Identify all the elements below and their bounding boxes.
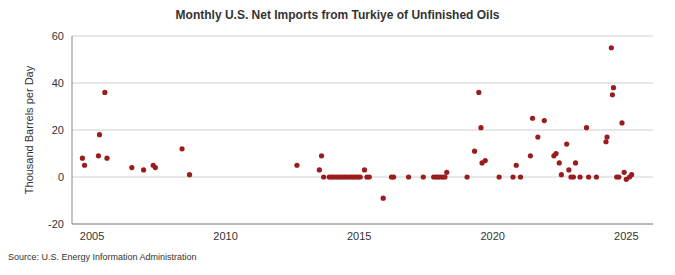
svg-text:2005: 2005 [80, 230, 104, 242]
svg-text:-20: -20 [48, 218, 64, 230]
svg-text:0: 0 [58, 171, 64, 183]
html-text:Monthly U.S. Net Imports from: Monthly U.S. Net Imports from Turkiye of… [175, 8, 500, 22]
svg-text:2020: 2020 [480, 230, 504, 242]
svg-text:2015: 2015 [347, 230, 371, 242]
svg-text:20: 20 [52, 124, 64, 136]
svg-text:2010: 2010 [213, 230, 237, 242]
svg-text:40: 40 [52, 77, 64, 89]
svg-text:Thousand Barrels per Day: Thousand Barrels per Day [23, 65, 35, 194]
html-text:Source: U.S. Energy Informatio: Source: U.S. Energy Information Administ… [8, 252, 197, 262]
svg-text:2025: 2025 [614, 230, 638, 242]
svg-text:60: 60 [52, 30, 64, 42]
